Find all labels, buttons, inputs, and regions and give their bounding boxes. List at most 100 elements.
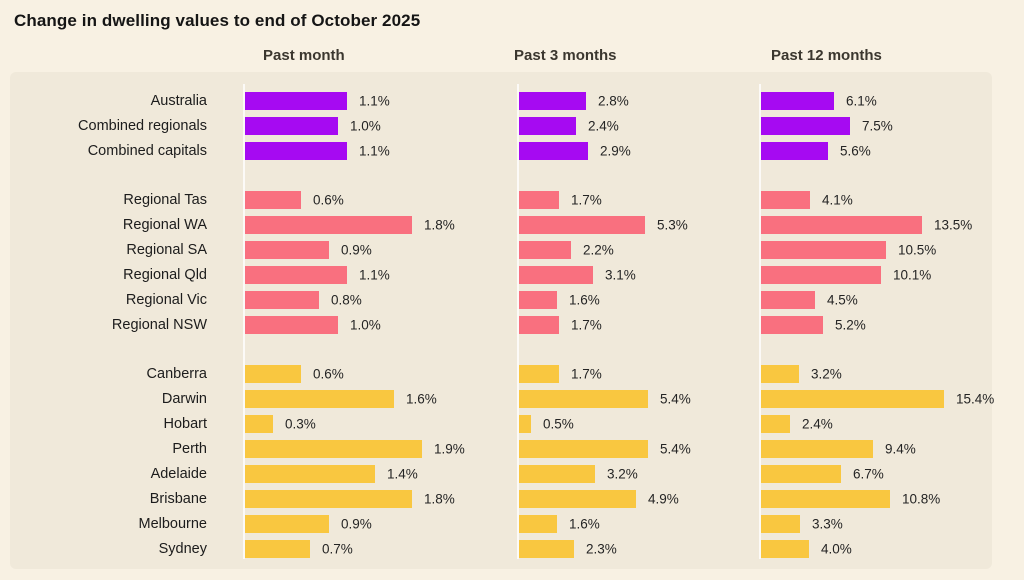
bar-cell: 10.1%	[760, 262, 992, 287]
bar-value-label: 10.1%	[893, 267, 932, 282]
bar-cell: 9.4%	[760, 436, 992, 461]
bar	[761, 190, 810, 209]
bar-cell: 3.2%	[760, 361, 992, 386]
bar-value-label: 5.4%	[660, 391, 691, 406]
bar-cell: 1.0%	[244, 113, 518, 138]
chart-row: Adelaide 1.4% 3.2% 6.7%	[10, 461, 992, 486]
bar-cell: 5.6%	[760, 138, 992, 163]
bar-value-label: 0.3%	[285, 416, 316, 431]
bar-value-label: 0.9%	[341, 242, 372, 257]
chart-row: Regional Vic 0.8% 1.6% 4.5%	[10, 287, 992, 312]
bar-value-label: 5.4%	[660, 441, 691, 456]
bar-cell: 1.7%	[518, 312, 760, 337]
bar	[761, 215, 922, 234]
row-label: Adelaide	[150, 465, 207, 482]
chart-row: Combined capitals 1.1% 2.9% 5.6%	[10, 138, 992, 163]
bar-value-label: 2.3%	[586, 541, 617, 556]
bar-group-capitals: Canberra 0.6% 1.7% 3.2% Darwin 1.6% 5.4% 15.4% H…	[10, 361, 994, 561]
row-label: Regional WA	[122, 216, 207, 233]
bar-cell: 1.6%	[244, 386, 518, 411]
bar	[245, 141, 347, 160]
chart-row: Melbourne 0.9% 1.6% 3.3%	[10, 511, 992, 536]
chart-row: Brisbane 1.8% 4.9% 10.8%	[10, 486, 992, 511]
chart-row: Darwin 1.6% 5.4% 15.4%	[10, 386, 994, 411]
bar-value-label: 2.8%	[598, 93, 629, 108]
bar-cell: 5.3%	[518, 212, 760, 237]
chart-row: Hobart 0.3% 0.5% 2.4%	[10, 411, 992, 436]
row-label: Regional Vic	[125, 291, 207, 308]
bar-cell: 10.5%	[760, 237, 992, 262]
bar-cell: 1.6%	[518, 287, 760, 312]
bar-cell: 0.6%	[244, 187, 518, 212]
bar-cell: 2.3%	[518, 536, 760, 561]
bar-value-label: 1.7%	[571, 317, 602, 332]
row-label: Australia	[150, 92, 207, 109]
bar-value-label: 1.9%	[434, 441, 465, 456]
bar-value-label: 10.5%	[898, 242, 937, 257]
bar-cell: 1.1%	[244, 262, 518, 287]
axis-baseline-past-3-months	[517, 84, 519, 559]
row-label: Regional SA	[126, 241, 207, 258]
bar-value-label: 1.7%	[571, 366, 602, 381]
bar-cell: 2.9%	[518, 138, 760, 163]
bar-value-label: 4.9%	[648, 491, 679, 506]
bar	[761, 414, 790, 433]
bar-cell: 2.8%	[518, 88, 760, 113]
chart-title: Change in dwelling values to end of Octo…	[14, 11, 421, 30]
axis-baseline-past-month	[243, 84, 245, 559]
bar-value-label: 1.6%	[406, 391, 437, 406]
bar	[761, 240, 886, 259]
bar	[519, 389, 648, 408]
bar-cell: 3.3%	[760, 511, 992, 536]
bar	[761, 290, 815, 309]
bar-cell: 0.9%	[244, 237, 518, 262]
bar	[761, 91, 834, 110]
bar-cell: 1.7%	[518, 361, 760, 386]
bar	[519, 539, 574, 558]
bar-value-label: 2.9%	[600, 143, 631, 158]
bar	[519, 464, 595, 483]
chart-row: Regional WA 1.8% 5.3% 13.5%	[10, 212, 992, 237]
bar-cell: 5.4%	[518, 436, 760, 461]
bar-value-label: 13.5%	[934, 217, 973, 232]
bar	[245, 439, 422, 458]
bar-value-label: 0.9%	[341, 516, 372, 531]
bar	[519, 141, 588, 160]
bar-cell: 6.1%	[760, 88, 992, 113]
bar-cell: 10.8%	[760, 486, 992, 511]
column-header-past-3-months: Past 3 months	[514, 47, 617, 64]
bar-cell: 3.1%	[518, 262, 760, 287]
bar-value-label: 2.2%	[583, 242, 614, 257]
row-label: Regional NSW	[111, 316, 207, 333]
bar	[245, 91, 347, 110]
bar	[519, 489, 636, 508]
bar-value-label: 1.1%	[359, 143, 390, 158]
bar-cell: 4.0%	[760, 536, 992, 561]
row-label: Darwin	[161, 390, 207, 407]
bar-value-label: 3.2%	[607, 466, 638, 481]
bar-cell: 2.4%	[760, 411, 992, 436]
bar-cell: 1.8%	[244, 486, 518, 511]
bar	[245, 389, 394, 408]
bar-value-label: 6.1%	[846, 93, 877, 108]
row-label: Perth	[172, 440, 207, 457]
bar-value-label: 5.6%	[840, 143, 871, 158]
bar-cell: 1.7%	[518, 187, 760, 212]
bar	[245, 364, 301, 383]
bar-cell: 1.6%	[518, 511, 760, 536]
bar-value-label: 1.1%	[359, 93, 390, 108]
bar	[519, 190, 559, 209]
chart-row: Canberra 0.6% 1.7% 3.2%	[10, 361, 992, 386]
bar	[245, 315, 338, 334]
bar-value-label: 1.0%	[350, 317, 381, 332]
row-label: Combined regionals	[78, 117, 207, 134]
bar-value-label: 9.4%	[885, 441, 916, 456]
chart-row: Perth 1.9% 5.4% 9.4%	[10, 436, 992, 461]
bar	[245, 514, 329, 533]
bar-group-national: Australia 1.1% 2.8% 6.1% Combined regionals 1…	[10, 88, 992, 163]
bar	[245, 489, 412, 508]
row-label: Melbourne	[138, 515, 207, 532]
bar-value-label: 1.6%	[569, 292, 600, 307]
row-label: Regional Qld	[123, 266, 207, 283]
